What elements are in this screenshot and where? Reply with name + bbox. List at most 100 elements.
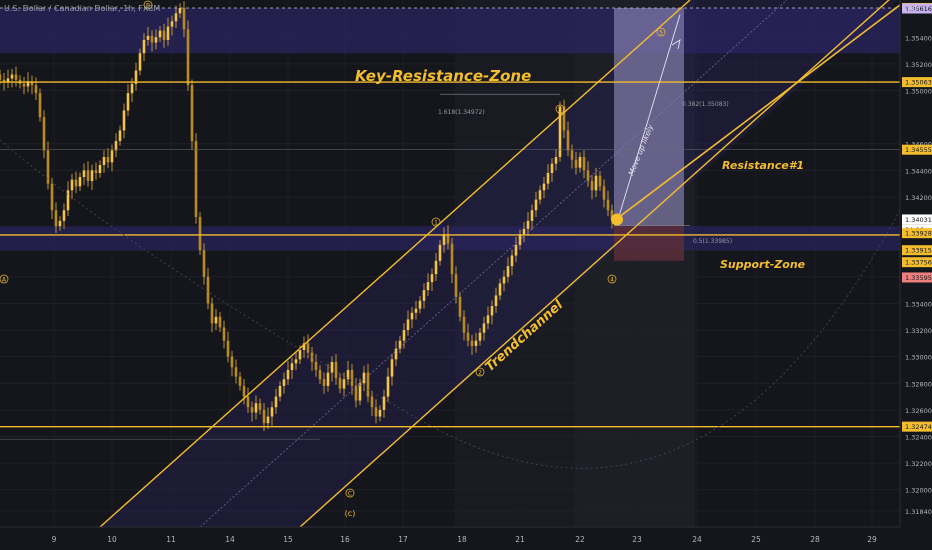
- candle-body: [394, 348, 398, 360]
- candle-body: [342, 379, 346, 389]
- candle-body: [182, 7, 186, 30]
- price-tick-label: 1.35400: [905, 34, 932, 42]
- price-tag-label: 1.33756: [905, 259, 932, 267]
- wave-1-label-circle: [431, 217, 441, 227]
- price-tag: [902, 228, 932, 239]
- wave-b-label-circle: [143, 0, 153, 10]
- wave-2-label-circle: [475, 367, 485, 377]
- dotted-curve: [0, 139, 900, 469]
- candle-body: [422, 290, 426, 301]
- candle-body: [70, 179, 74, 191]
- candle-body: [42, 117, 46, 151]
- candle-body: [98, 165, 102, 174]
- candle-body: [414, 308, 418, 313]
- price-tick-label: 1.33000: [905, 354, 932, 362]
- candle-body: [498, 283, 502, 296]
- candle-body: [0, 74, 2, 80]
- candle-body: [558, 106, 562, 158]
- candle-body: [354, 385, 358, 401]
- wave-a-label: A: [2, 276, 7, 283]
- candle-body: [258, 403, 262, 410]
- price-tag-label: 1.33928: [905, 230, 932, 238]
- candle-body: [278, 385, 282, 397]
- candle-body: [546, 173, 550, 184]
- candle-body: [338, 377, 342, 389]
- candle-body: [606, 199, 610, 211]
- resistance1-label: Resistance#1: [722, 159, 804, 172]
- candle-body: [598, 175, 602, 187]
- candle-body: [554, 157, 558, 164]
- price-tag-label: 1.35063: [905, 79, 932, 87]
- candle-body: [306, 343, 310, 353]
- wave-c-label-circle: [345, 488, 355, 498]
- candle-body: [46, 150, 50, 184]
- candle-body: [82, 170, 86, 177]
- candle-body: [446, 234, 450, 244]
- candle-body: [198, 216, 202, 251]
- price-tag: [902, 421, 932, 432]
- price-tag: [902, 257, 932, 268]
- candle-body: [406, 319, 410, 331]
- move-up-arrow: [617, 14, 681, 220]
- zones-layer: [0, 0, 900, 527]
- candle-body: [130, 83, 134, 94]
- candle-body: [594, 175, 598, 191]
- price-tick-label: 1.32200: [905, 460, 932, 468]
- trendchannel-mid: [199, 0, 788, 527]
- candle-body: [214, 316, 218, 324]
- time-tick-label: 17: [398, 535, 408, 544]
- time-tick-label: 22: [575, 535, 585, 544]
- candle-body: [154, 37, 158, 43]
- candle-body: [38, 93, 42, 118]
- price-axis[interactable]: 1.354001.352001.350001.346001.344001.342…: [902, 2, 932, 516]
- candle-body: [570, 150, 574, 160]
- candle-body: [286, 369, 290, 380]
- wave-b-label: B: [146, 2, 150, 9]
- candle-body: [210, 303, 214, 324]
- candle-body: [390, 359, 394, 377]
- trendchannel-upper: [99, 0, 691, 527]
- candle-body: [462, 316, 466, 333]
- wave-4-label-circle: [607, 274, 617, 284]
- candle-body: [290, 363, 294, 370]
- candle-body: [398, 340, 402, 349]
- drawings-layer: [0, 0, 900, 527]
- candle-body: [602, 186, 606, 200]
- wave-c-paren-label: (c): [345, 509, 356, 518]
- candle-body: [298, 350, 302, 360]
- candle-body: [226, 340, 230, 357]
- candle-body: [90, 170, 94, 181]
- price-tag-label: 1.34031: [905, 216, 932, 224]
- candle-body: [134, 70, 138, 84]
- candle-body: [266, 416, 270, 424]
- candle-body: [466, 332, 470, 341]
- candle-body: [458, 296, 462, 317]
- candle-body: [490, 306, 494, 316]
- candle-body: [430, 274, 434, 283]
- price-tick-label: 1.35000: [905, 87, 932, 95]
- currency-label: CAD: [902, 5, 918, 13]
- support-zone-label: Support-Zone: [720, 258, 806, 271]
- time-tick-label: 10: [107, 535, 117, 544]
- time-tick-label: 11: [166, 535, 176, 544]
- candle-body: [542, 183, 546, 191]
- wave-5-label: 5: [659, 29, 663, 36]
- price-tick-label: 1.31840: [905, 508, 932, 516]
- candle-body: [178, 7, 182, 14]
- candle-body: [590, 180, 594, 191]
- candle-body: [326, 372, 330, 386]
- wave-3-label-circle: [555, 104, 565, 114]
- candle-body: [294, 359, 298, 364]
- candle-body: [434, 260, 438, 275]
- candle-body: [534, 199, 538, 211]
- time-axis[interactable]: 9 10 11 14 15 16 17 18 21 22 23 24 25 28 29: [52, 535, 877, 544]
- candle-body: [402, 330, 406, 341]
- candle-body: [74, 179, 78, 187]
- candle-body: [566, 130, 570, 151]
- price-tag: [902, 77, 932, 88]
- fib-05-label: 0.5(1.33985): [693, 238, 732, 245]
- candle-body: [34, 85, 38, 94]
- candle-body: [502, 276, 506, 284]
